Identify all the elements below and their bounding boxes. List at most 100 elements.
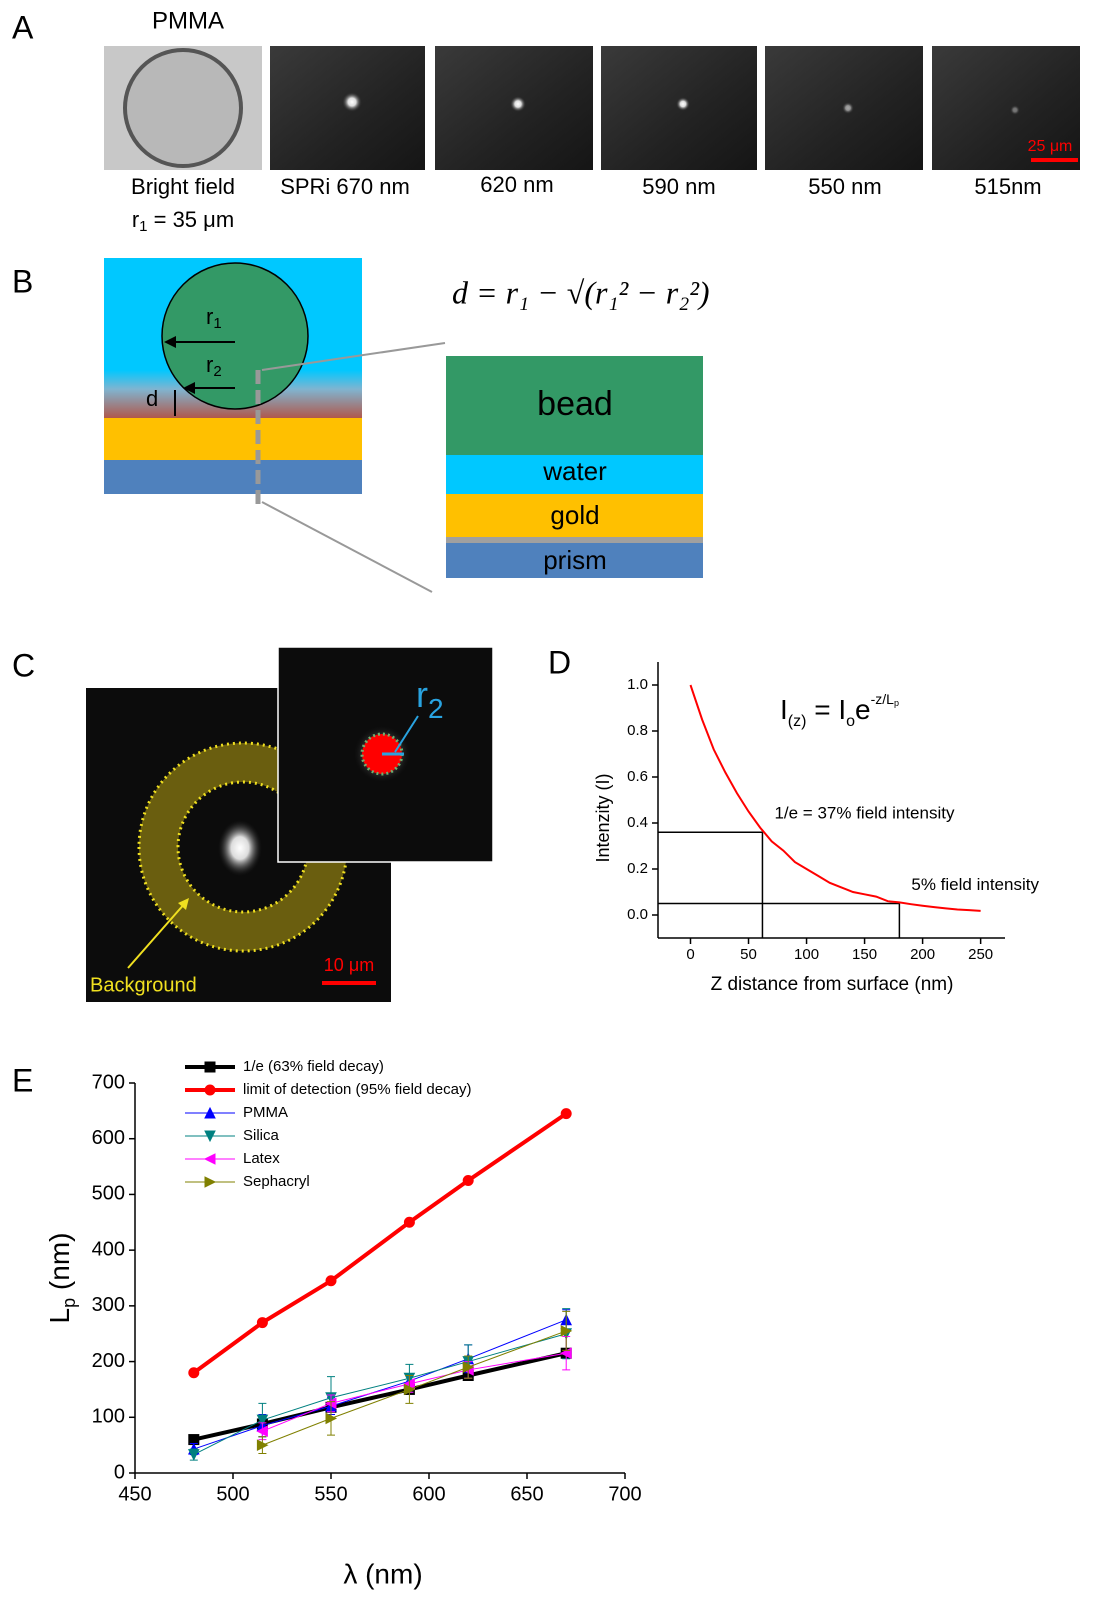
y-tick-label: 500 [92, 1183, 125, 1205]
symbol: r [206, 352, 213, 377]
marker [187, 1449, 200, 1461]
marker [403, 1383, 416, 1396]
bead-layer [446, 356, 703, 455]
prism-layer [446, 543, 703, 578]
eq-part: e [855, 694, 871, 725]
x-tick-label: 0 [686, 946, 694, 963]
spr-images: 25 μm [270, 46, 1080, 170]
value: = 35 μm [148, 207, 235, 232]
annotation: 1/e = 37% field intensity [774, 804, 955, 823]
symbol: L [44, 1308, 75, 1324]
caption: 515nm [974, 174, 1041, 199]
series-line [193, 1351, 567, 1442]
legend-label: 1/e (63% field decay) [243, 1058, 384, 1075]
legend-label: Sephacryl [243, 1173, 310, 1190]
y-tick-label: 600 [92, 1127, 125, 1149]
caption: SPRi 670 nm [280, 174, 410, 199]
caption: 590 nm [642, 174, 715, 199]
r2-label: r2 [416, 674, 444, 725]
panel-title: PMMA [152, 7, 224, 34]
y-tick-label: 200 [92, 1350, 125, 1372]
caption: r1 = 35 μm [132, 207, 234, 235]
legend-label: Silica [243, 1127, 280, 1144]
marker [256, 1317, 268, 1329]
spot [676, 97, 690, 111]
x-tick-label: 150 [852, 946, 877, 963]
marker [560, 1325, 573, 1337]
caption: 550 nm [808, 174, 881, 199]
r1-label: r1 [206, 304, 222, 332]
y-tick-label: 0.4 [627, 814, 648, 831]
pointer [127, 901, 187, 969]
scale-label: 10 μm [324, 955, 374, 975]
subscript: 1 [139, 218, 147, 235]
panel-label: E [12, 1062, 33, 1098]
symbol: r [206, 304, 213, 329]
zoom-line [261, 342, 446, 371]
spot [342, 92, 362, 112]
spr-image [932, 46, 1080, 170]
marker [462, 1361, 475, 1373]
panel-labels: A B C D E [12, 9, 571, 1098]
background-label: Background [90, 974, 197, 996]
marker [325, 1275, 337, 1287]
annotation: 5% field intensity [911, 875, 1039, 894]
eq-sub: o [846, 713, 855, 730]
marker [256, 1425, 268, 1438]
eq-sup: -z/L [871, 691, 895, 707]
layer-label: gold [550, 500, 599, 530]
marker [560, 1108, 572, 1120]
eq-sup-sub: p [894, 698, 899, 708]
subscript: 2 [428, 693, 444, 724]
x-axis-label: Z distance from surface (nm) [711, 974, 954, 995]
marker [204, 1176, 217, 1188]
y-tick-label: 700 [92, 1071, 125, 1093]
zoom-line [261, 501, 433, 593]
prism-layer [104, 460, 362, 494]
marker [256, 1439, 269, 1451]
series-line [262, 1330, 567, 1446]
series-line [193, 1319, 567, 1450]
gold-layer [104, 418, 362, 460]
x-tick-label: 550 [314, 1483, 347, 1505]
y-tick-label: 0.0 [627, 906, 648, 923]
marker [256, 1414, 269, 1427]
series-line [192, 1111, 568, 1375]
adhesion-layer [446, 537, 703, 543]
eq-part: I [780, 694, 788, 725]
arrow-head [178, 898, 189, 910]
d-label: d [146, 386, 158, 411]
gold-layer [446, 494, 703, 537]
pointer [394, 715, 419, 753]
marker [204, 1084, 216, 1096]
y-tick-label: 0.2 [627, 860, 648, 877]
x-tick-label: 500 [216, 1483, 249, 1505]
legend-label: PMMA [243, 1104, 288, 1121]
panel-label: C [12, 647, 35, 683]
x-tick-label: 250 [968, 946, 993, 963]
x-tick-label: 100 [794, 946, 819, 963]
subscript: 1 [213, 315, 221, 332]
y-tick-label: 300 [92, 1294, 125, 1316]
caption: 620 nm [480, 172, 553, 197]
y-tick-label: 400 [92, 1238, 125, 1260]
x-tick-label: 650 [510, 1483, 543, 1505]
x-tick-label: 450 [118, 1483, 151, 1505]
arrow-head [164, 336, 176, 348]
caption: Bright field [131, 174, 235, 199]
panel-a: PMMA 25 μm Bright field SPRi 670 nm 620 … [104, 7, 1080, 235]
panel-label: B [12, 263, 33, 299]
eq-part: = I [806, 694, 846, 725]
marker [403, 1216, 415, 1228]
y-tick-label: 0.6 [627, 768, 648, 785]
legend-label: Latex [243, 1150, 280, 1167]
y-axis-label: Intenzity (I) [593, 773, 613, 862]
layer-label: prism [543, 545, 607, 575]
y-axis-label: Lp (nm) [44, 1233, 78, 1324]
panel-c: Background 10 μm r2 [86, 646, 494, 1002]
r2-label: r2 [206, 352, 222, 380]
bead-outline [123, 48, 243, 168]
marker [203, 1153, 216, 1165]
x-tick-label: 700 [608, 1483, 641, 1505]
